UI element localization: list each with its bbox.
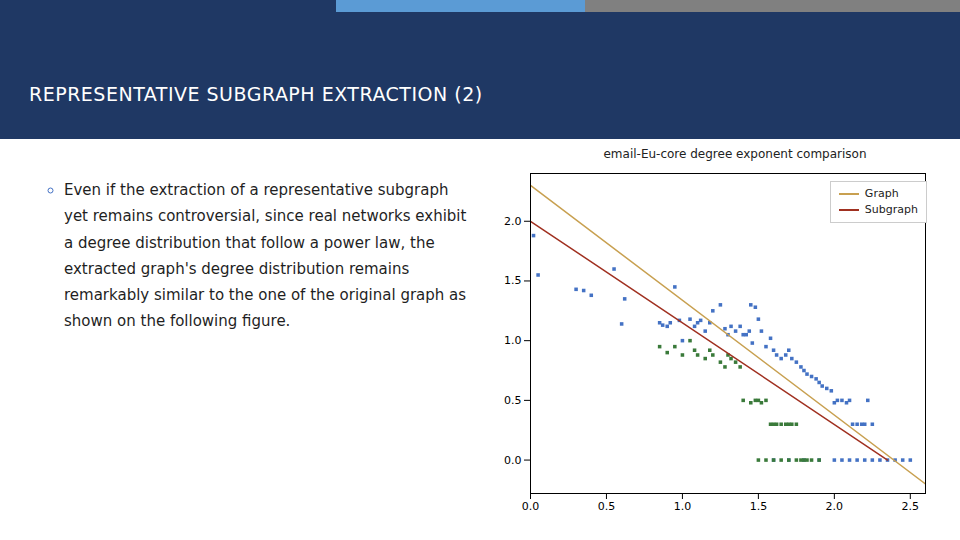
html-text:REPRESENTATIVE SUBGRAPH EXTRAC: REPRESENTATIVE SUBGRAPH EXTRACTION (2) <box>29 83 483 105</box>
svg-text:2.0: 2.0 <box>826 500 844 513</box>
svg-text:1.0: 1.0 <box>674 500 692 513</box>
svg-text:0.0: 0.0 <box>504 454 522 467</box>
svg-text:1.5: 1.5 <box>504 274 522 287</box>
svg-text:1.5: 1.5 <box>750 500 768 513</box>
svg-text:0.5: 0.5 <box>598 500 616 513</box>
svg-text:0.5: 0.5 <box>504 394 522 407</box>
svg-text:1.0: 1.0 <box>504 334 522 347</box>
html-text:email-Eu-core degree exponent: email-Eu-core degree exponent comparison <box>603 147 867 161</box>
svg-text:2.0: 2.0 <box>504 215 522 228</box>
html-text:Subgraph: Subgraph <box>864 203 918 216</box>
svg-text:0.0: 0.0 <box>522 500 540 513</box>
html-text:Even if the extraction of a re: Even if the extraction of a representati… <box>64 181 467 331</box>
html-text:Graph: Graph <box>864 187 899 200</box>
svg-text:2.5: 2.5 <box>902 500 920 513</box>
